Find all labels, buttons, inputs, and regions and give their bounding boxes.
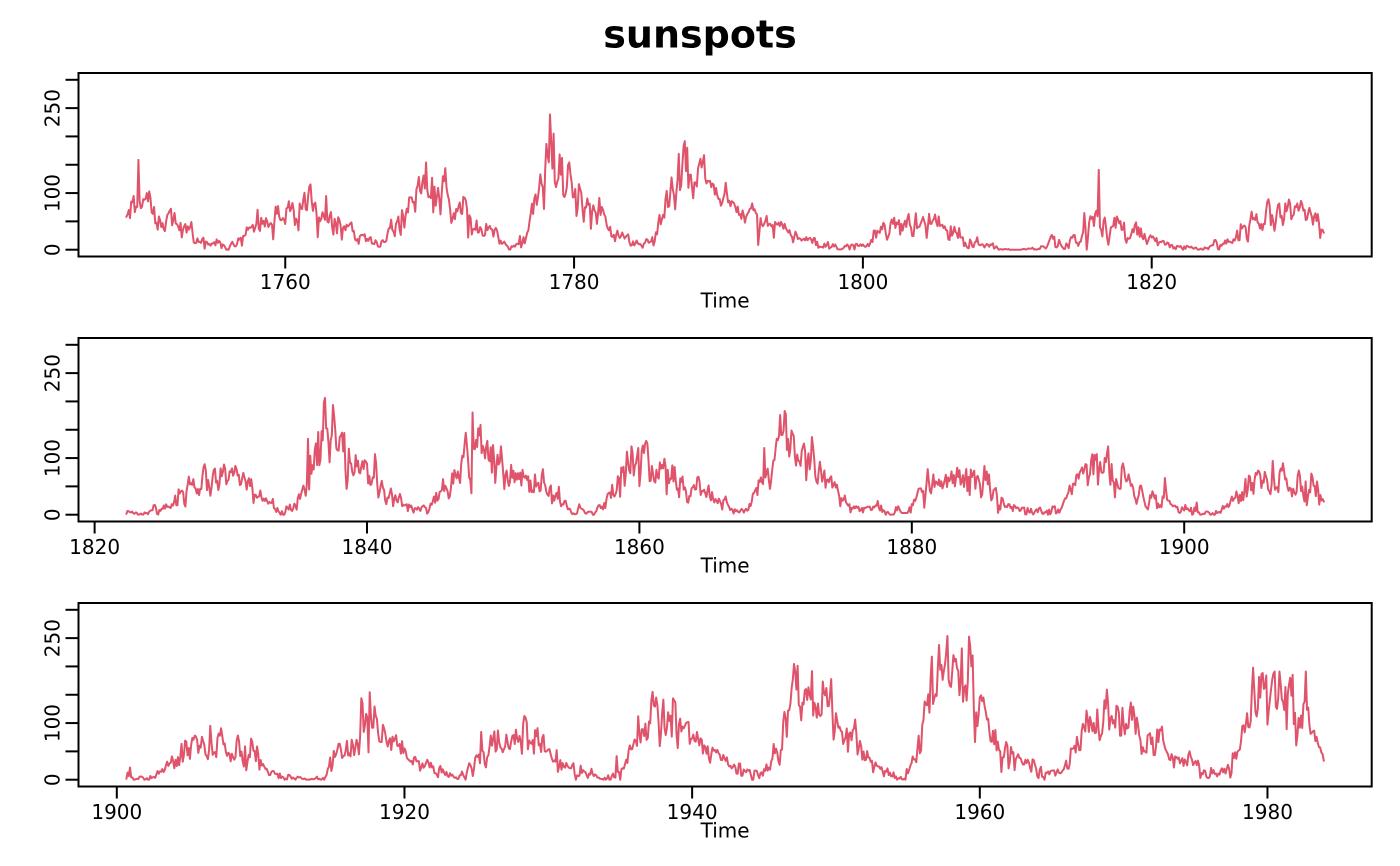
x-tick-label: 1900: [1159, 535, 1210, 559]
y-tick-label: 250: [41, 89, 65, 127]
y-tick-label: 250: [41, 619, 65, 657]
x-tick-label: 1940: [667, 800, 718, 824]
y-tick-label: 250: [41, 354, 65, 392]
x-axis-label: Time: [700, 554, 750, 578]
x-tick-label: 1880: [886, 535, 937, 559]
x-tick-label: 1820: [69, 535, 120, 559]
y-tick-label: 0: [41, 243, 65, 256]
y-tick-label: 0: [41, 508, 65, 521]
x-tick-label: 1980: [1242, 800, 1293, 824]
x-axis-label: Time: [700, 819, 750, 843]
y-tick-label: 100: [41, 439, 65, 477]
chart-title: sunspots: [603, 13, 796, 57]
panel-3: 0 100 250 1900 1920 1940 1960 1980 Time: [41, 602, 1373, 843]
series-line: [125, 396, 1325, 516]
x-tick-label: 1800: [837, 270, 888, 294]
plot-box: [77, 337, 1373, 523]
y-tick-label: 0: [41, 773, 65, 786]
y-tick-label: 100: [41, 704, 65, 742]
x-axis-label: Time: [700, 289, 750, 313]
series-line: [125, 634, 1325, 781]
x-tick-label: 1820: [1126, 270, 1177, 294]
x-tick-label: 1960: [954, 800, 1005, 824]
panel-2: 0 100 250 1820 1840 1860 1880 1900 Time: [41, 337, 1373, 578]
x-tick-label: 1840: [342, 535, 393, 559]
x-tick-label: 1780: [549, 270, 600, 294]
x-tick-label: 1920: [379, 800, 430, 824]
y-tick-label: 100: [41, 174, 65, 212]
series-line: [125, 113, 1325, 251]
x-tick-label: 1900: [91, 800, 142, 824]
x-tick-label: 1860: [614, 535, 665, 559]
panel-1: 0 100 250 1760 1780 1800 1820 Time: [41, 72, 1373, 313]
x-tick-label: 1760: [260, 270, 311, 294]
